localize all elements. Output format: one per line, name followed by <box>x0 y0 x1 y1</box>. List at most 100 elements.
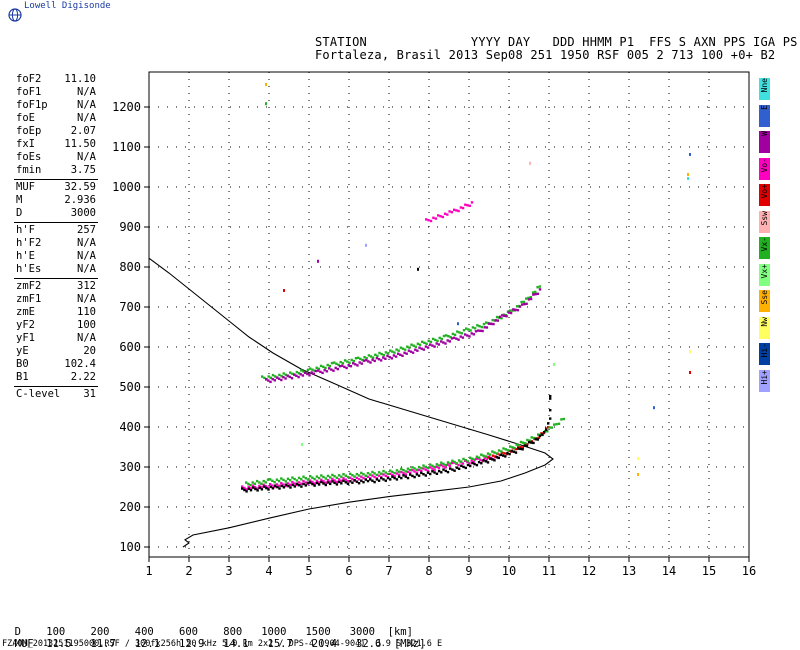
echo-mark-vx <box>530 436 533 439</box>
param-value: 32.59 <box>64 181 96 193</box>
echo-mark-echo2w <box>459 335 462 338</box>
echo-mark-blackspur <box>335 483 339 486</box>
echo-mark-echo2vx <box>369 355 373 358</box>
echo-mark-vo <box>406 470 410 473</box>
echo-mark-blackspur <box>360 479 363 482</box>
echo-mark-echo2w <box>453 336 456 339</box>
echo-mark-echo2w <box>277 377 281 380</box>
param-b0: B0 102.4 <box>16 358 96 371</box>
echo-mark-blackspur <box>446 470 450 474</box>
echo-mark-blackspur <box>309 481 312 484</box>
y-tick-label: 400 <box>119 420 141 434</box>
echo-mark-isolated <box>637 473 639 476</box>
echo-mark-echo2vx <box>330 361 334 365</box>
param-value: 20 <box>83 345 96 357</box>
echo-mark-echo2vx <box>456 330 459 333</box>
echo-mark-blackspur <box>247 487 250 490</box>
echo-mark-echo2vx <box>412 344 415 347</box>
echo-mark-echo3 <box>437 214 440 217</box>
echo-mark-echo2w <box>416 349 419 352</box>
echo-mark-blackspur <box>404 475 407 478</box>
param-value: 2.22 <box>70 371 96 383</box>
echo-mark-vx <box>297 476 301 480</box>
echo-mark-isolated <box>689 153 691 156</box>
echo-mark-blackspur <box>475 463 479 467</box>
echo-mark-vo <box>275 483 279 486</box>
echo-mark-blackspur <box>444 469 447 473</box>
echo-mark-blackspur <box>282 486 286 489</box>
echo-mark-blackspur <box>464 466 467 470</box>
x-tick-label: 16 <box>742 564 756 578</box>
echo-mark-vo <box>391 473 394 477</box>
y-tick-label: 200 <box>119 500 141 514</box>
echo-mark-blackspur <box>477 461 481 464</box>
echo-mark-vx <box>280 477 283 480</box>
echo-mark-echo2w <box>379 359 383 362</box>
echo-mark-vx <box>548 426 551 429</box>
echo-mark-blackspur <box>400 476 403 480</box>
echo-mark-vo <box>537 436 541 439</box>
echo-mark-blackspur <box>420 471 423 475</box>
param-value: 2.936 <box>64 194 96 206</box>
echo-mark-echo2w <box>354 363 357 366</box>
echo-mark-vx <box>466 460 470 463</box>
echo-mark-vx <box>333 475 336 478</box>
echo-mark-vx <box>304 477 307 480</box>
echo-mark-blackspur <box>457 467 461 470</box>
echo-mark-echo3 <box>450 211 454 214</box>
echo-mark-vo <box>530 440 534 443</box>
echo-mark-echo2w <box>468 335 471 338</box>
echo-mark-echo2w <box>503 314 506 317</box>
echo-mark-echo2w <box>461 336 465 339</box>
param-value: N/A <box>77 112 96 124</box>
echo-mark-vo <box>487 456 490 459</box>
echo-mark-vo <box>395 472 399 475</box>
echo-mark-vo <box>289 483 292 486</box>
echo-mark-blackspur <box>317 483 321 486</box>
echo-mark-echo2vx <box>408 346 411 349</box>
param-name: foE <box>16 112 35 124</box>
echo-mark-vo <box>547 426 550 429</box>
echo-mark-blackspur <box>298 484 301 487</box>
echo-mark-echo2vx <box>425 342 428 345</box>
echo-mark-vo <box>326 479 330 482</box>
echo-mark-echo2vx <box>357 356 360 359</box>
echo-mark-blackspur <box>262 485 266 488</box>
echo-mark-echo3 <box>464 203 467 206</box>
param-zmf2: zmF2 312 <box>16 280 96 293</box>
echo-mark-blackspur <box>306 481 310 484</box>
echo-mark-vx <box>482 454 485 457</box>
echo-mark-vo <box>245 488 248 491</box>
echo-mark-echo2vx <box>273 375 277 378</box>
echo-mark-vx <box>500 450 503 453</box>
legend-label: Vo- <box>760 157 769 172</box>
echo-mark-echo2w <box>466 334 469 337</box>
echo-mark-vo <box>315 479 319 483</box>
param-ye: yE 20 <box>16 345 96 358</box>
echo-mark-blackspur <box>313 484 316 487</box>
echo-mark-echo2w <box>431 344 434 347</box>
param-name: M <box>16 194 23 206</box>
x-tick-label: 6 <box>345 564 352 578</box>
echo-mark-vo <box>309 479 312 482</box>
echo-mark-vo <box>264 485 268 488</box>
param-h-es: h'Es N/A <box>16 263 96 276</box>
echo-mark-vo <box>291 481 294 484</box>
ionogram-chart: 1 2 3 4 5 6 7 8 9 10 11 12 13 14 15 1610020030040050060… <box>112 71 756 578</box>
echo-mark-echo2w <box>371 358 374 361</box>
echo-mark-echo2w <box>269 380 272 384</box>
echo-mark-vo <box>389 472 392 475</box>
echo-mark-blackspur <box>426 471 430 474</box>
echo-mark-blackspur <box>534 438 537 441</box>
echo-mark-blackspur <box>482 459 485 462</box>
echo-mark-echo2vx <box>434 338 437 342</box>
echo-mark-blackspur <box>543 431 546 434</box>
echo-mark-echo3 <box>457 209 460 213</box>
echo-mark-vx <box>433 465 436 469</box>
echo-mark-echo2w <box>498 315 502 318</box>
echo-mark-vx <box>557 422 561 425</box>
echo-mark-vo <box>284 484 287 488</box>
echo-mark-vx <box>511 446 514 449</box>
echo-mark-echo2vx <box>263 376 266 380</box>
echo-mark-vx <box>473 458 476 461</box>
